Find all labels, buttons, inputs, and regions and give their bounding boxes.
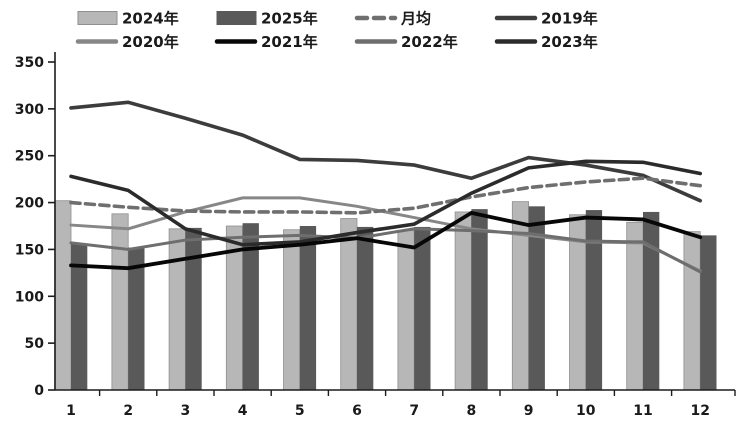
legend-item-2020年: 2020年 (75, 33, 179, 51)
bar-2024年-month-6 (340, 218, 358, 391)
bar-2025年-month-6 (357, 226, 374, 390)
y-tick-label-150: 150 (15, 242, 44, 258)
x-tick-label-3: 3 (181, 403, 191, 419)
legend-item-2023年: 2023年 (494, 33, 598, 51)
bar-2025年-month-8 (471, 209, 488, 390)
legend-swatch-2024年 (77, 11, 118, 25)
line-月均 (69, 176, 703, 215)
x-tick-label-5: 5 (295, 403, 305, 419)
x-tick-label-7: 7 (409, 403, 419, 419)
bar-2024年-month-11 (626, 221, 644, 391)
x-tick-label-12: 12 (690, 403, 709, 419)
bar-2025年-month-11 (643, 211, 660, 390)
legend-label-2021年: 2021年 (261, 33, 318, 51)
x-tick-label-9: 9 (524, 403, 534, 419)
legend-item-2024年: 2024年 (77, 10, 179, 28)
legend-label-月均: 月均 (400, 10, 431, 28)
line-2021年 (69, 210, 703, 271)
bar-2024年-month-1 (54, 200, 72, 391)
bar-2025年-month-2 (128, 247, 145, 390)
legend-label-2020年: 2020年 (122, 33, 179, 51)
legend-item-2022年: 2022年 (354, 33, 458, 51)
y-tick-label-350: 350 (15, 55, 44, 71)
bar-2025年-month-9 (528, 206, 545, 390)
y-tick-label-250: 250 (15, 149, 44, 165)
bar-2024年-month-8 (454, 211, 472, 391)
legend-label-2025年: 2025年 (261, 10, 318, 28)
legend-label-2019年: 2019年 (541, 10, 598, 28)
line-2019年 (69, 100, 703, 203)
bar-2024年-month-9 (511, 201, 529, 391)
x-tick-label-2: 2 (123, 403, 133, 419)
bar-2025年-month-12 (700, 235, 717, 390)
bar-2024年-month-3 (168, 228, 186, 391)
bar-2025年-month-5 (299, 226, 317, 390)
legend-item-2025年: 2025年 (216, 10, 318, 28)
line-2022年 (69, 227, 702, 274)
legend-label-2024年: 2024年 (122, 10, 179, 28)
y-tick-label-100: 100 (15, 289, 44, 305)
x-tick-label-8: 8 (467, 403, 477, 419)
bar-2025年-month-3 (185, 227, 202, 390)
bar-2024年-month-5 (283, 229, 301, 391)
x-tick-label-4: 4 (238, 403, 248, 419)
legend-label-2023年: 2023年 (541, 33, 598, 51)
y-tick-label-0: 0 (34, 383, 44, 399)
bar-2024年-month-12 (683, 231, 701, 391)
bar-2025年-month-10 (585, 210, 603, 390)
legend-item-2021年: 2021年 (214, 33, 318, 51)
x-tick-label-11: 11 (633, 403, 652, 419)
x-tick-label-6: 6 (352, 403, 362, 419)
x-tick-label-1: 1 (66, 403, 76, 419)
legend-label-2022年: 2022年 (401, 33, 458, 51)
legend-item-月均: 月均 (354, 10, 431, 28)
y-tick-label-200: 200 (15, 196, 44, 212)
bar-2024年-month-2 (111, 213, 129, 391)
legend-item-2019年: 2019年 (494, 10, 598, 28)
x-tick-label-10: 10 (576, 403, 596, 419)
y-tick-label-300: 300 (15, 102, 44, 118)
y-tick-label-50: 50 (25, 336, 45, 352)
bar-2025年-month-1 (71, 243, 88, 390)
bar-2024年-month-7 (397, 230, 415, 391)
legend-swatch-2025年 (216, 11, 257, 25)
bar-2025年-month-7 (414, 226, 431, 390)
bar-2025年-month-4 (242, 223, 259, 390)
line-2023年 (69, 159, 703, 247)
